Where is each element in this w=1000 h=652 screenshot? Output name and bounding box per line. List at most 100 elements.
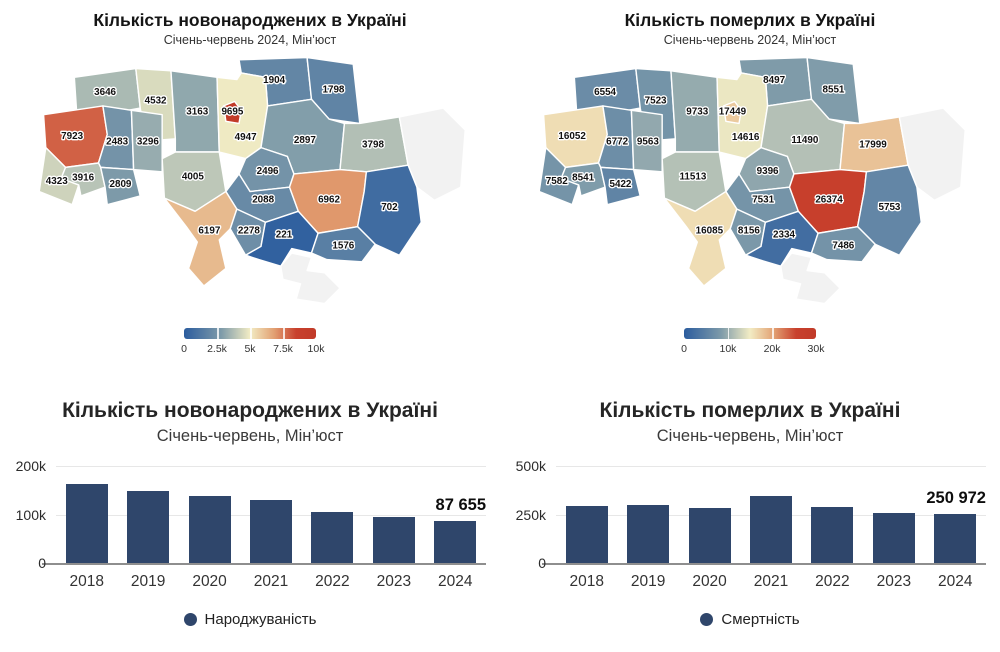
deaths-map-title: Кількість померлих в Україні — [624, 10, 876, 30]
region-zaporizhzhia — [310, 225, 376, 263]
region-kherson — [744, 210, 819, 267]
bar-2022 — [311, 512, 354, 563]
region-value-label: 702 — [381, 202, 398, 213]
bar-2019 — [627, 505, 670, 563]
region-value-label: 1904 — [263, 75, 285, 86]
charts-row: Кількість новонароджених в Україні Січен… — [0, 385, 1000, 652]
bar-2021 — [750, 496, 792, 563]
region-khmelnytskyi — [630, 109, 663, 173]
region-crimea — [780, 252, 841, 305]
region-value-label: 4532 — [145, 96, 167, 107]
region-value-label: 3296 — [137, 136, 159, 147]
bar-2018 — [565, 505, 608, 563]
region-value-label: 8497 — [763, 75, 785, 86]
legend-tick-label: 5k — [244, 343, 256, 355]
region-value-label: 11490 — [791, 135, 818, 146]
x-axis-tick-label: 2018 — [69, 573, 104, 590]
bar-2019 — [127, 491, 170, 563]
region-value-label: 16052 — [558, 131, 586, 142]
x-axis-tick-label: 2018 — [569, 573, 604, 590]
maps-row: Кількість новонароджених в Україні Січен… — [0, 0, 1000, 385]
legend-tick-label: 10k — [307, 343, 325, 355]
region-value-label: 2809 — [109, 179, 131, 190]
bar-2022 — [811, 506, 854, 563]
region-donetsk — [856, 164, 922, 256]
legend-dot-icon — [183, 613, 197, 626]
legend-tick-label: 30k — [807, 343, 825, 355]
deaths-chart-subtitle: Січень-червень, Мін’юст — [656, 427, 844, 445]
gridline — [542, 563, 986, 565]
legend-gradient-bar — [184, 328, 316, 339]
legend-tick-label: 10k — [719, 343, 737, 355]
region-value-label: 6197 — [198, 225, 220, 236]
region-value-label: 2496 — [257, 166, 279, 177]
legend-separator — [250, 328, 252, 339]
gridline — [556, 466, 986, 467]
region-value-label: 1798 — [322, 85, 344, 96]
x-axis-tick-label: 2019 — [130, 573, 166, 590]
region-value-label: 7523 — [645, 96, 667, 107]
legend-separator — [772, 328, 774, 339]
region-value-label: 3798 — [362, 140, 384, 151]
bar-2021 — [250, 499, 292, 563]
region-value-label: 7923 — [61, 131, 83, 142]
x-axis-tick-label: 2021 — [253, 573, 289, 590]
deaths-chart-legend: Смертність — [500, 611, 1000, 628]
region-value-label: 221 — [276, 230, 293, 241]
deaths-bar-chart-panel: Кількість померлих в Україні Січень-черв… — [500, 385, 1000, 652]
legend-tick-label: 20k — [763, 343, 781, 355]
region-ivano-frankivsk — [560, 162, 606, 197]
bar-2020 — [188, 496, 231, 563]
deaths-legend-label: Смертність — [721, 611, 800, 628]
legend-tick-labels: 0 2.5k 5k 7.5k 10k — [181, 343, 324, 357]
x-axis-tick-label: 2024 — [938, 573, 973, 590]
legend-tick-labels: 0 10k 20k 30k — [681, 343, 824, 357]
legend-separator — [217, 328, 219, 339]
region-odesa — [163, 190, 238, 287]
births-chart-subtitle: Січень-червень, Мін’юст — [156, 427, 344, 445]
x-axis-tick-label: 2020 — [692, 573, 727, 590]
region-value-label: 7531 — [752, 195, 774, 206]
legend-dot-icon — [700, 613, 714, 626]
deaths-chart-title: Кількість померлих в Україні — [599, 399, 901, 422]
region-value-label: 3646 — [94, 87, 116, 98]
deaths-choropleth-map: 6554 7523 9733 8497 8551 14616 11490 17999 16052… — [538, 56, 966, 305]
region-khmelnytskyi — [130, 109, 163, 173]
legend-tick-label: 2.5k — [207, 343, 227, 355]
region-zaporizhzhia — [810, 225, 876, 263]
region-value-label: 11513 — [679, 171, 706, 182]
region-value-label: 3163 — [186, 107, 208, 118]
region-sumy — [306, 56, 361, 125]
region-value-label: 14616 — [732, 132, 760, 143]
region-value-label: 5753 — [878, 202, 900, 213]
legend-tick-label: 0 — [181, 343, 187, 355]
deaths-map-panel: Кількість померлих в Україні Січень-черв… — [500, 0, 1000, 385]
deaths-plot-area: 500k 250k 0 2018 2019 2020 2021 2022 2023 2024 250… — [516, 458, 986, 590]
bar-2024 — [934, 514, 977, 563]
x-axis-tick-label: 2021 — [753, 573, 789, 590]
region-chernivtsi — [599, 166, 641, 206]
region-crimea — [280, 252, 341, 305]
region-chernivtsi — [99, 166, 141, 206]
y-axis-tick-label: 0 — [38, 555, 46, 571]
x-axis-tick-label: 2020 — [192, 573, 227, 590]
region-value-label: 4005 — [182, 171, 204, 182]
y-axis-tick-label: 0 — [538, 555, 546, 571]
bar-2024 — [434, 520, 477, 563]
region-value-label: 9733 — [686, 107, 708, 118]
region-kyiv-city — [222, 100, 242, 125]
legend-gradient-bar — [684, 328, 816, 339]
region-value-label: 4323 — [46, 176, 68, 187]
region-ivano-frankivsk — [60, 162, 106, 197]
region-value-label: 17999 — [859, 140, 887, 151]
region-value-label: 7582 — [546, 176, 568, 187]
region-value-label: 2483 — [106, 136, 128, 147]
births-map-title: Кількість новонароджених в Україні — [93, 10, 407, 30]
region-sumy — [806, 56, 861, 125]
x-axis-tick-label: 2023 — [376, 573, 412, 590]
last-bar-value-annotation: 87 655 — [435, 495, 486, 514]
last-bar-value-annotation: 250 972 — [926, 489, 986, 508]
region-value-label: 1576 — [332, 241, 354, 252]
bar-2018 — [65, 483, 108, 563]
births-map-panel: Кількість новонароджених в Україні Січен… — [0, 0, 500, 385]
